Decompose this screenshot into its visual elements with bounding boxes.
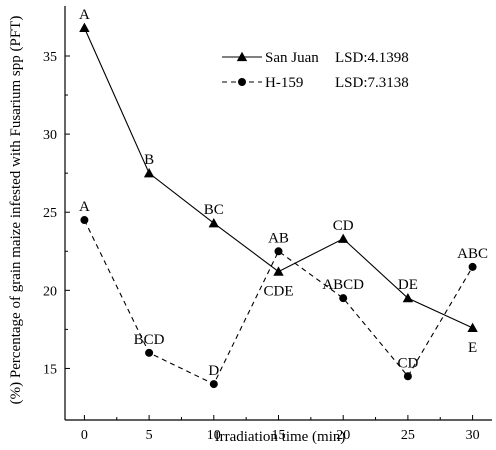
circle-marker <box>274 247 283 256</box>
significance-label: E <box>468 340 477 356</box>
triangle-marker <box>402 292 414 303</box>
x-tick-label: 25 <box>401 428 415 443</box>
legend-label: San Juan <box>265 50 319 66</box>
triangle-marker <box>79 22 90 33</box>
legend-triangle-icon <box>236 51 248 62</box>
significance-label: CDE <box>264 284 294 300</box>
legend-lsd-value: LSD:4.1398 <box>335 50 409 66</box>
x-tick-label: 0 <box>81 428 88 443</box>
triangle-marker <box>273 266 284 276</box>
significance-label: CD <box>397 355 418 371</box>
y-tick-label: 30 <box>43 128 57 143</box>
legend-circle-icon <box>238 78 246 86</box>
significance-label: BCD <box>134 332 165 348</box>
x-axis-title: Irradiation time (min) <box>215 429 346 445</box>
significance-label: A <box>79 7 90 23</box>
significance-label: A <box>79 199 90 215</box>
significance-label: ABC <box>457 246 488 262</box>
triangle-marker <box>143 167 155 178</box>
significance-label: B <box>144 152 154 168</box>
circle-marker <box>209 380 218 389</box>
y-tick-label: 20 <box>43 284 57 299</box>
y-axis-title: (%) Percentage of grain maize infested w… <box>8 16 24 405</box>
circle-marker <box>339 294 348 303</box>
significance-label: BC <box>204 202 224 218</box>
legend-item: San Juan LSD:4.1398 <box>222 50 409 66</box>
circle-marker <box>80 216 89 225</box>
circle-marker <box>403 372 412 381</box>
legend-label: H-159 <box>265 75 303 91</box>
significance-label: CD <box>333 218 354 234</box>
x-tick-label: 5 <box>146 428 153 443</box>
circle-marker <box>468 262 477 271</box>
y-tick-label: 35 <box>43 50 57 65</box>
x-tick-label: 15 <box>272 428 286 443</box>
triangle-marker <box>467 322 478 332</box>
legend: San Juan LSD:4.1398 H-159 LSD:7.3138 <box>222 50 409 91</box>
significance-label: ABCD <box>322 277 364 293</box>
significance-label: DE <box>398 277 418 293</box>
y-tick-label: 15 <box>43 362 57 377</box>
x-tick-label: 30 <box>466 428 480 443</box>
x-tick-label: 20 <box>336 428 350 443</box>
triangle-marker <box>208 217 220 228</box>
triangle-marker <box>337 233 349 243</box>
legend-lsd-value: LSD:7.3138 <box>335 75 409 91</box>
axes: 0 5 10 15 20 25 30 15 20 25 30 35 <box>43 6 492 443</box>
significance-label: AB <box>268 230 289 246</box>
y-tick-label: 25 <box>43 206 57 221</box>
circle-marker <box>145 348 154 357</box>
x-tick-label: 10 <box>207 428 221 443</box>
significance-label: D <box>208 363 219 379</box>
legend-item: H-159 LSD:7.3138 <box>222 75 409 91</box>
